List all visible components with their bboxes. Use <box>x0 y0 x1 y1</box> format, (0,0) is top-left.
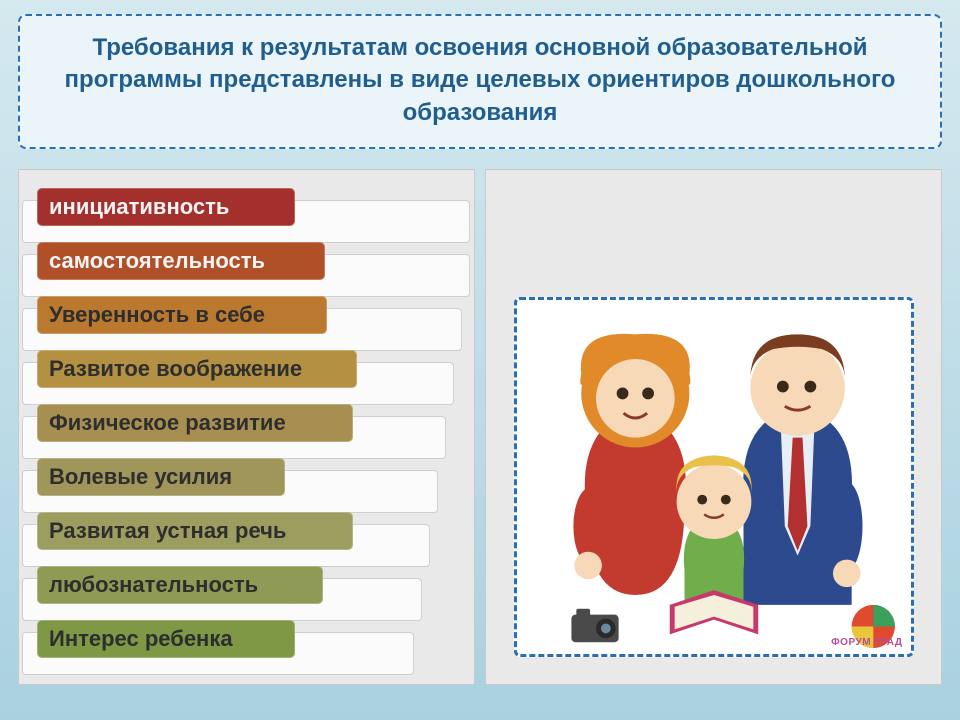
header-box: Требования к результатам освоения основн… <box>18 14 942 149</box>
list-item: инициативность <box>19 188 474 238</box>
list-item: Развитое воображение <box>19 350 474 400</box>
list-item-bar: любознательность <box>37 566 323 604</box>
image-frame: ФОРУМ ГРАД <box>514 297 914 657</box>
list-item-bar: Развитая устная речь <box>37 512 353 550</box>
list-item: самостоятельность <box>19 242 474 292</box>
list-item-bar: Интерес ребенка <box>37 620 295 658</box>
list-item-bar: самостоятельность <box>37 242 325 280</box>
list-panel: инициативность самостоятельность Увереннос… <box>18 169 475 685</box>
list-item: Развитая устная речь <box>19 512 474 562</box>
header-text: Требования к результатам освоения основн… <box>50 32 910 129</box>
content-columns: инициативность самостоятельность Увереннос… <box>18 169 942 685</box>
mother-figure <box>573 334 690 595</box>
list-item: Интерес ребенка <box>19 620 474 670</box>
list-item-bar: Волевые усилия <box>37 458 285 496</box>
image-panel: ФОРУМ ГРАД <box>485 169 942 685</box>
list-item: Физическое развитие <box>19 404 474 454</box>
slide: Требования к результатам освоения основн… <box>0 0 960 720</box>
list-item: Волевые усилия <box>19 458 474 508</box>
list-item-bar: Уверенность в себе <box>37 296 327 334</box>
watermark: ФОРУМ ГРАД <box>831 637 902 648</box>
family-illustration <box>517 300 911 654</box>
list-item: Уверенность в себе <box>19 296 474 346</box>
list-item: любознательность <box>19 566 474 616</box>
father-figure <box>743 335 862 605</box>
list-item-bar: инициативность <box>37 188 295 226</box>
list-item-bar: Физическое развитие <box>37 404 353 442</box>
list-item-bar: Развитое воображение <box>37 350 357 388</box>
camera <box>571 609 618 642</box>
